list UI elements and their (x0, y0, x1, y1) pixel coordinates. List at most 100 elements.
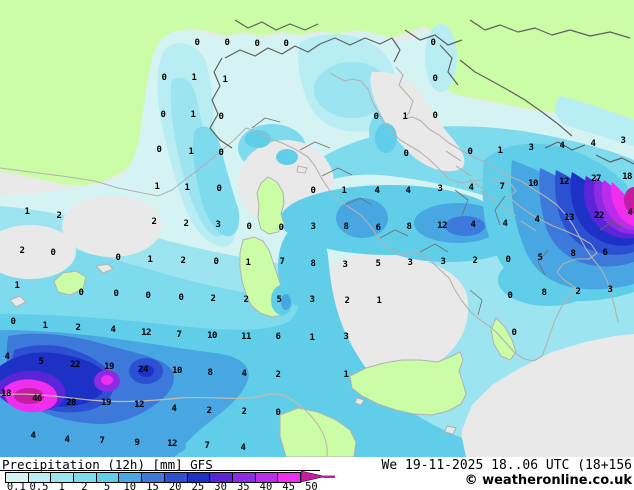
dry-sea-ionian (460, 334, 634, 457)
border-hungary-croatia (469, 19, 631, 39)
precip-value: 24 (138, 365, 148, 375)
precip-value: 2 (210, 294, 216, 304)
precip-value: 0 (10, 317, 16, 327)
precip-value: 4 (470, 220, 476, 230)
precip-value: 0 (254, 39, 260, 49)
precip-value: 1 (14, 281, 20, 291)
precip-value: 46 (32, 394, 42, 404)
legend-color-cell (210, 473, 233, 482)
precip-value: 3 (607, 285, 613, 295)
island-pantelleria (354, 397, 365, 406)
precip-value: 2 (241, 407, 247, 417)
precip-value: 0 (278, 223, 284, 233)
precip-value: 2 (275, 370, 281, 380)
legend-tick: 1 (58, 481, 65, 490)
precip-value: 28 (66, 398, 76, 408)
land-tunisia (279, 407, 357, 457)
region-borders-italy (251, 117, 549, 316)
precip-value: 0 (373, 112, 379, 122)
precip-value: 1 (402, 112, 408, 122)
precip-value: 1 (343, 370, 349, 380)
precip-value: 12 (134, 400, 144, 410)
legend-color-cell (278, 473, 300, 482)
dry-sea-gulf-of-lion (62, 195, 162, 257)
precip-value: 0 (113, 289, 119, 299)
precip-value: 8 (406, 222, 412, 232)
precip-value: 1 (147, 255, 153, 265)
precip-value: 0 (432, 111, 438, 121)
precip-value: 4 (468, 183, 474, 193)
precip-value: 3 (310, 222, 316, 232)
precip-value: 1 (188, 147, 194, 157)
border-bosnia (459, 59, 634, 231)
precip-value: 22 (594, 211, 604, 221)
legend-tick: 25 (191, 481, 205, 490)
precip-value: 3 (407, 258, 413, 268)
precip-value: 4 (405, 186, 411, 196)
island-sicily (349, 351, 467, 416)
precip-value: 5 (38, 357, 44, 367)
precip-value: 4 (4, 352, 10, 362)
precip-value: 8 (343, 222, 349, 232)
precip-value: 19 (101, 398, 111, 408)
precip-value: 2 (206, 406, 212, 416)
legend-color-cell (96, 473, 120, 482)
precip-value: 0 (218, 148, 224, 158)
coastline-east-italy (329, 72, 598, 347)
color-scale (5, 472, 301, 483)
precip-value: 4 (534, 215, 540, 225)
precip-value: 2 (19, 246, 25, 256)
precip-value: 12 (167, 439, 177, 449)
precip-value: 2 (472, 256, 478, 266)
coastline-africa (0, 393, 328, 457)
precip-value: 0 (432, 74, 438, 84)
coastline-west-italy (0, 127, 547, 362)
precip-value: 1 (191, 73, 197, 83)
precip-value: 0 (283, 39, 289, 49)
precip-value: 4 (30, 431, 36, 441)
precip-value: 0 (246, 222, 252, 232)
precip-value: 1 (222, 75, 228, 85)
precip-value: 8 (310, 259, 316, 269)
map-area: 0 0 0 0 0 0 1 1 0 0 1 0 0 1 0 0 1 0 0 0 1 3 4 4 3 1 1 0 0 1 4 4 3 4 7 10 12 2… (0, 0, 634, 457)
precip-value: 0 (115, 253, 121, 263)
precip-value: 4 (559, 141, 565, 151)
precip-value: 8 (207, 368, 213, 378)
legend-title: Precipitation (12h) [mm] GFS (2, 457, 213, 472)
forecast-datetime: We 19-11-2025 18..06 UTC (18+156 (381, 458, 632, 473)
precip-value: 6 (602, 248, 608, 258)
croatian-islands (445, 150, 537, 232)
precip-value: 4 (374, 186, 380, 196)
precip-value: 1 (309, 333, 315, 343)
legend-color-cell (255, 473, 279, 482)
land-calabria (490, 317, 517, 361)
island-mallorca (53, 270, 87, 296)
legend-color-cell (232, 473, 256, 482)
precip-value: 3 (620, 136, 626, 146)
precip-value: 2 (243, 295, 249, 305)
precip-value: 0 (178, 293, 184, 303)
precip-value: 0 (430, 38, 436, 48)
precip-value: 1 (341, 186, 347, 196)
precip-value: 1 (245, 258, 251, 268)
copyright: © weatheronline.co.uk (464, 473, 632, 488)
precip-value: 7 (204, 441, 210, 451)
precip-value: 0 (194, 38, 200, 48)
legend-underline (0, 470, 320, 471)
island-menorca (94, 263, 114, 274)
precip-value: 10 (172, 366, 182, 376)
legend-tick: 2 (81, 481, 88, 490)
precip-value: 4 (240, 443, 246, 453)
island-ibiza (9, 295, 27, 308)
precip-value: 1 (190, 110, 196, 120)
precip-value: 3 (437, 184, 443, 194)
precip-value: 0 (275, 408, 281, 418)
precip-value: 0 (505, 255, 511, 265)
precip-value: 3 (309, 295, 315, 305)
precip-value: 8 (570, 249, 576, 259)
legend-color-cell (164, 473, 188, 482)
precip-value: 5 (537, 253, 543, 263)
precip-value: 0 (156, 145, 162, 155)
precip-value: 0 (224, 38, 230, 48)
